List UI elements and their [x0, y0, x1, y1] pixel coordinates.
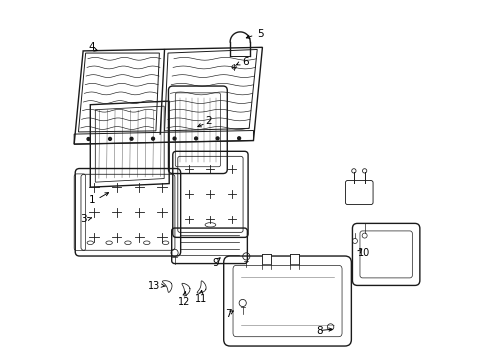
- Text: 6: 6: [242, 57, 249, 67]
- Bar: [289, 253, 298, 264]
- Text: 4: 4: [89, 42, 95, 51]
- Circle shape: [173, 137, 176, 140]
- Text: 13: 13: [148, 281, 160, 291]
- Circle shape: [151, 137, 154, 140]
- Circle shape: [194, 137, 197, 140]
- Text: 1: 1: [89, 195, 95, 205]
- Text: 2: 2: [205, 116, 211, 126]
- Text: 10: 10: [357, 248, 369, 258]
- Text: 12: 12: [178, 297, 190, 307]
- Circle shape: [108, 138, 111, 140]
- Text: 8: 8: [316, 326, 322, 336]
- Text: 11: 11: [195, 294, 207, 304]
- Circle shape: [87, 138, 90, 140]
- Circle shape: [237, 137, 240, 140]
- Text: 9: 9: [212, 258, 219, 268]
- Circle shape: [130, 138, 133, 140]
- Circle shape: [216, 137, 219, 140]
- Text: 5: 5: [257, 30, 263, 39]
- Text: 7: 7: [224, 310, 231, 319]
- Text: 3: 3: [81, 215, 87, 224]
- Bar: [262, 253, 271, 264]
